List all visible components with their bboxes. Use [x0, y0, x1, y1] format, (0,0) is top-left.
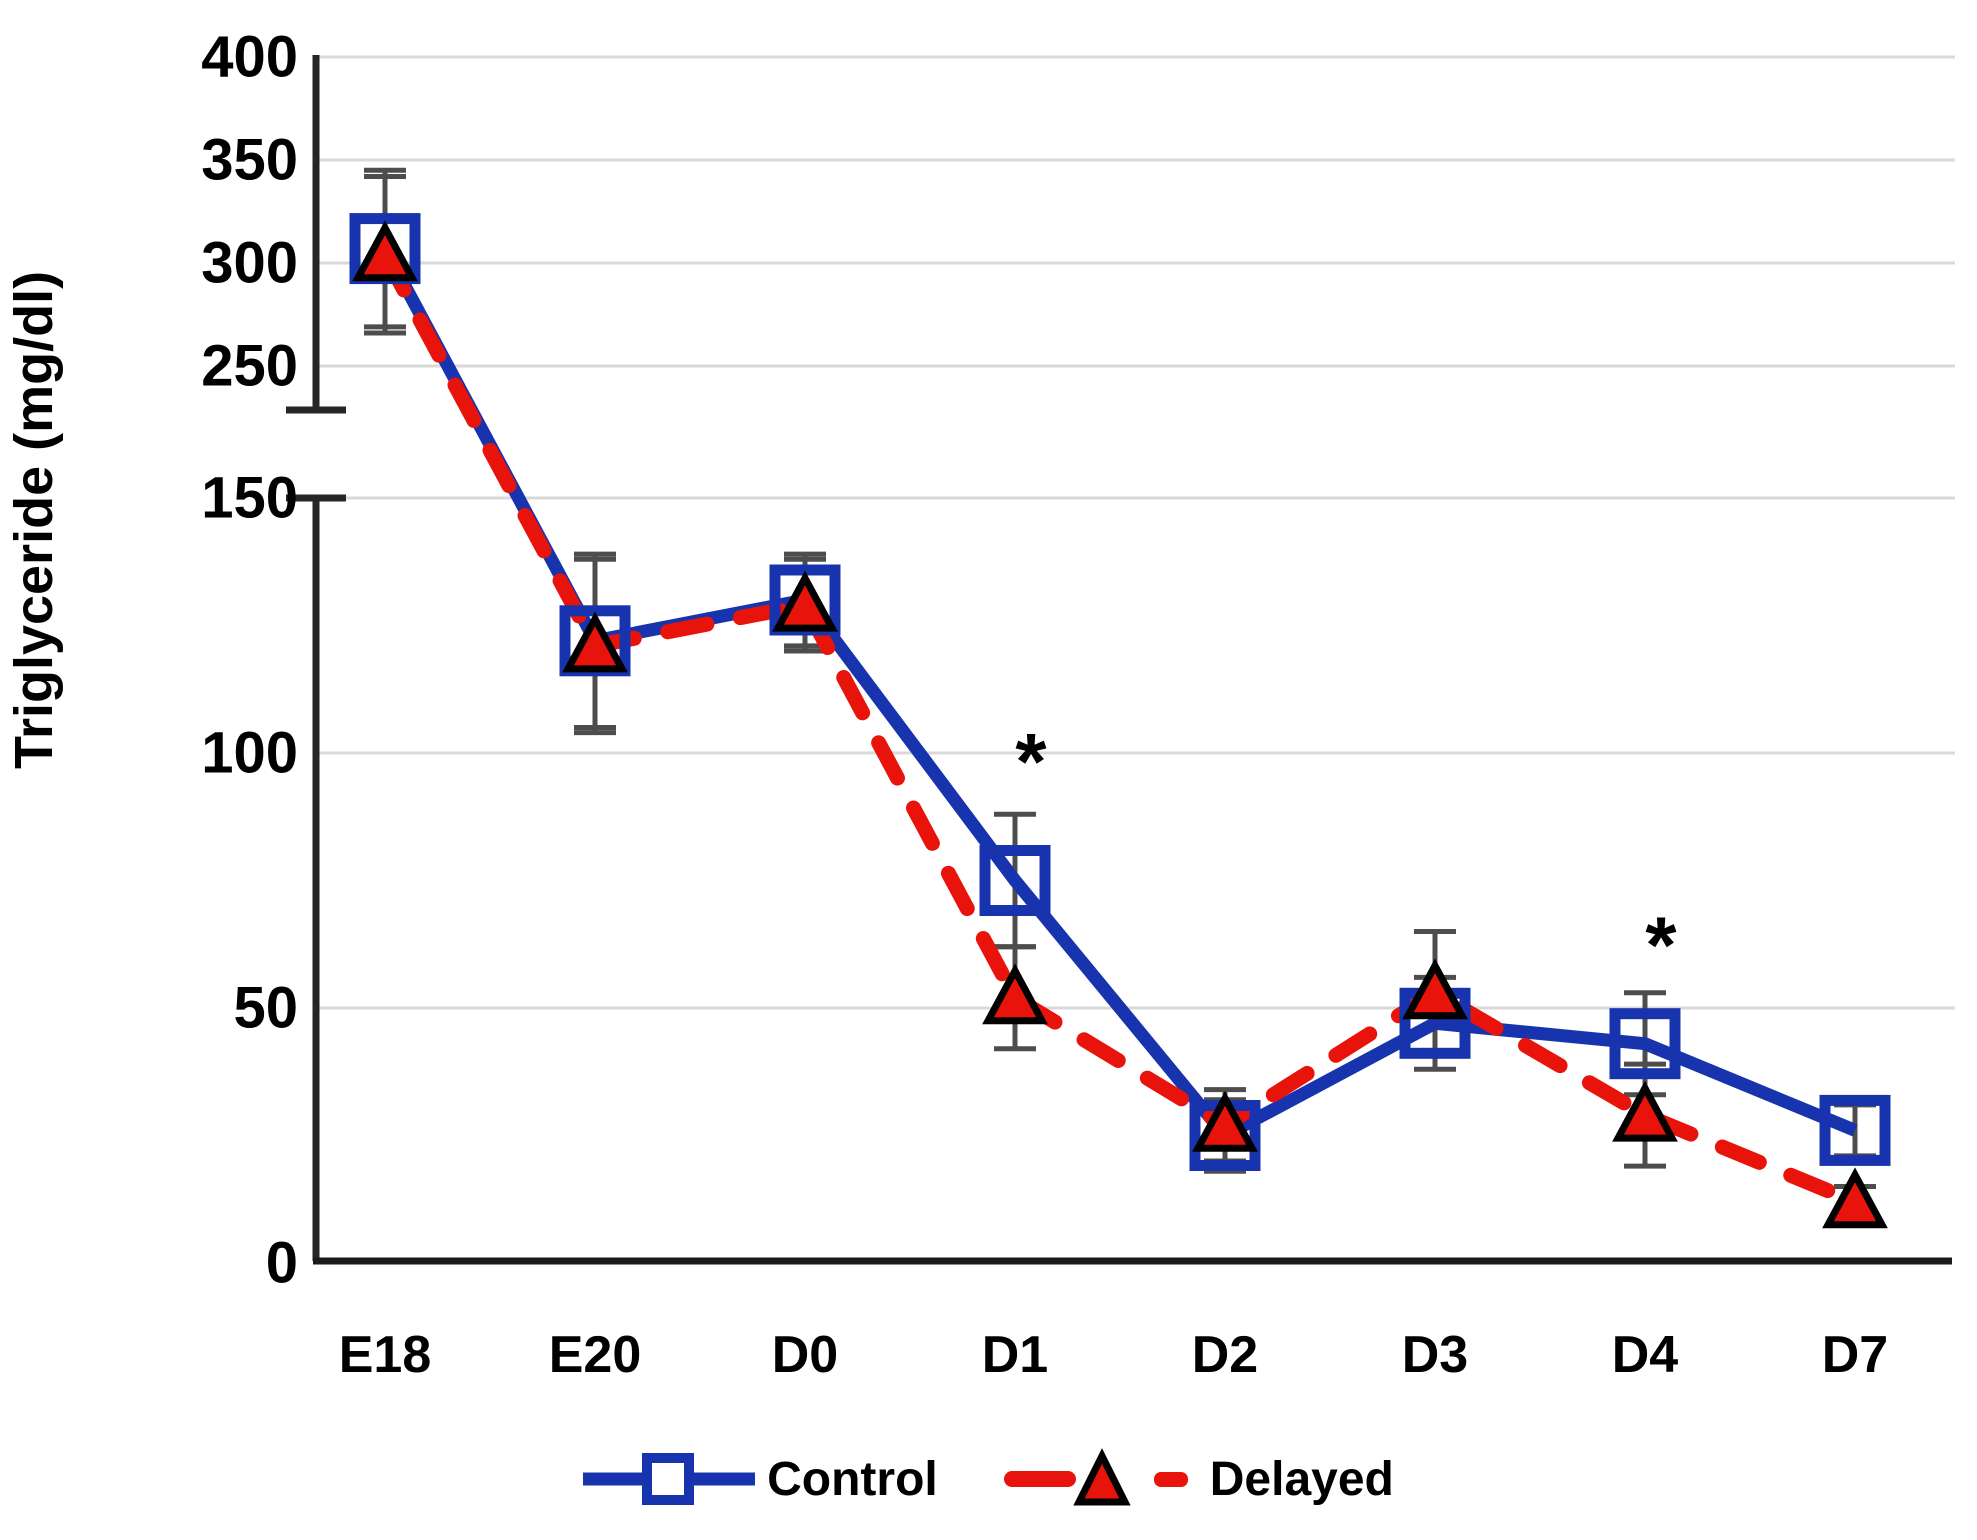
- x-category-label-D4: D4: [1612, 1326, 1679, 1384]
- delayed-marker-triangle-D3: [1402, 958, 1468, 1020]
- x-category-label-D7: D7: [1822, 1326, 1888, 1384]
- legend-label-delayed: Delayed: [1209, 1452, 1394, 1506]
- x-category-label-E20: E20: [549, 1326, 642, 1384]
- y-tick-label-250: 250: [201, 334, 298, 399]
- control-line-square-icon: [583, 1453, 756, 1505]
- significance-asterisk-D4: *: [1645, 901, 1677, 990]
- x-category-labels: E18 E20 D0 D1 D2 D3 D4 D7: [339, 1326, 1889, 1384]
- delayed-dash-triangle-icon: [1003, 1448, 1188, 1506]
- delayed-marker-triangle-D2: [1192, 1090, 1258, 1152]
- legend-item-control: Control: [583, 1450, 938, 1508]
- delayed-marker-triangle-D1: [982, 963, 1048, 1025]
- y-tick-label-400: 400: [201, 25, 298, 90]
- y-tick-label-350: 350: [201, 128, 298, 193]
- x-category-label-E18: E18: [339, 1326, 432, 1384]
- legend-label-control: Control: [767, 1452, 938, 1506]
- legend-item-delayed: Delayed: [1002, 1448, 1394, 1510]
- delayed-marker-triangle-D0: [772, 570, 838, 632]
- delayed-marker-triangle-D4: [1612, 1080, 1678, 1142]
- legend: Control Delayed: [0, 1448, 1977, 1510]
- control-marker-square-D7: [1819, 1094, 1891, 1166]
- control-line: [379, 245, 1858, 1144]
- y-axis-title: Triglyceride (mg/dl): [4, 271, 64, 769]
- delayed-marker-triangle-D7: [1822, 1167, 1888, 1229]
- y-tick-label-300: 300: [201, 231, 298, 296]
- x-category-label-D3: D3: [1402, 1326, 1468, 1384]
- y-tick-label-50: 50: [233, 976, 298, 1041]
- control-marker-square-D1: [979, 845, 1051, 916]
- y-tick-label-100: 100: [201, 721, 298, 786]
- x-category-label-D1: D1: [982, 1326, 1048, 1384]
- axes: [286, 55, 1952, 1265]
- y-tick-label-150: 150: [201, 466, 298, 531]
- annotations: **: [1015, 717, 1677, 990]
- y-tick-labels: 400 350 300 250 150 100 50 0: [201, 25, 298, 1296]
- control-marker-square-D4: [1609, 1008, 1681, 1080]
- x-category-label-D2: D2: [1192, 1326, 1258, 1384]
- significance-asterisk-D1: *: [1015, 717, 1047, 806]
- gridlines: [316, 55, 1955, 1010]
- delayed-marker-triangle-E20: [562, 611, 628, 673]
- delayed-marker-triangle-E18: [352, 220, 418, 282]
- y-tick-label-0: 0: [266, 1231, 298, 1296]
- x-category-label-D0: D0: [772, 1326, 838, 1384]
- series-markers: [349, 213, 1891, 1229]
